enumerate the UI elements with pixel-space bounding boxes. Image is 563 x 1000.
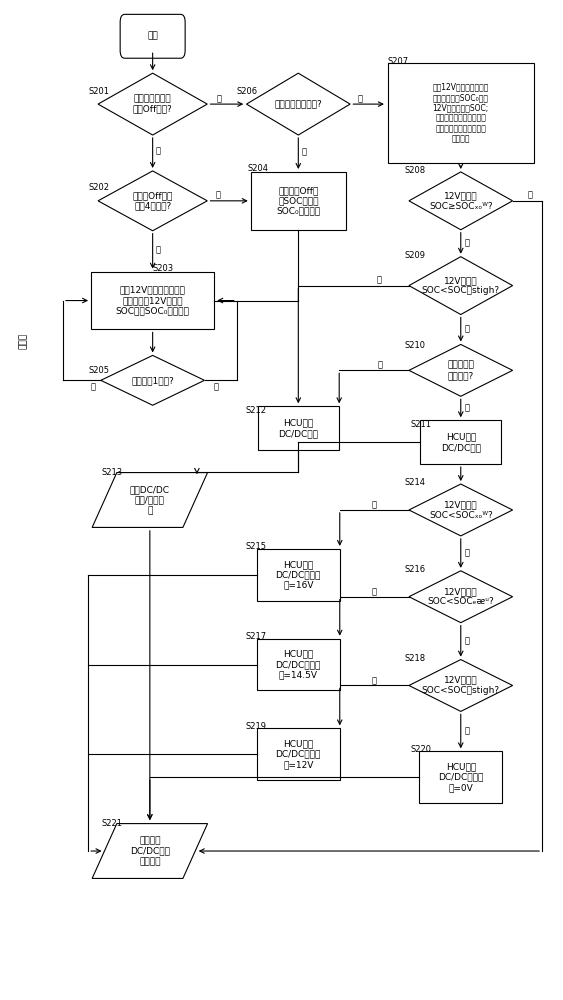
Text: S216: S216 (405, 565, 426, 574)
Text: 否: 否 (464, 636, 469, 645)
FancyBboxPatch shape (258, 406, 339, 450)
FancyBboxPatch shape (91, 272, 215, 329)
Text: 是: 是 (156, 245, 161, 254)
Text: 12V蓄电池
SOC<SOCₑᴂᵘ?: 12V蓄电池 SOC<SOCₑᴂᵘ? (427, 587, 494, 606)
Text: S204: S204 (248, 164, 269, 173)
Text: 是: 是 (358, 95, 363, 104)
Text: 开始: 开始 (148, 32, 158, 41)
Polygon shape (409, 344, 512, 396)
Text: 根据12V蓄电池端电压估
算当前时刻12V蓄电池
SOC作为SOC₀，并储存: 根据12V蓄电池端电压估 算当前时刻12V蓄电池 SOC作为SOC₀，并储存 (116, 286, 190, 315)
Text: 否: 否 (216, 190, 221, 199)
Text: 是: 是 (464, 324, 469, 333)
FancyBboxPatch shape (257, 639, 339, 690)
Text: HCU需求
DC/DC输出电
压=12V: HCU需求 DC/DC输出电 压=12V (276, 739, 321, 769)
Text: 否: 否 (464, 548, 469, 557)
Text: S214: S214 (405, 478, 426, 487)
Text: 否: 否 (217, 95, 222, 104)
Polygon shape (409, 571, 512, 623)
Text: 是: 是 (464, 238, 469, 247)
Text: S203: S203 (153, 264, 174, 273)
Text: S202: S202 (88, 183, 109, 192)
Text: 初始化: 初始化 (19, 332, 28, 349)
Text: S205: S205 (88, 366, 109, 375)
Polygon shape (409, 660, 512, 711)
Polygon shape (98, 171, 207, 231)
Text: S211: S211 (410, 420, 431, 429)
Text: 否: 否 (301, 147, 306, 156)
Text: 是: 是 (378, 360, 383, 369)
Text: 12V蓄电池
SOC<SOC˾stigh?: 12V蓄电池 SOC<SOC˾stigh? (422, 676, 500, 695)
Text: S209: S209 (405, 251, 426, 260)
Text: 是: 是 (371, 587, 376, 596)
Text: 是: 是 (371, 676, 376, 685)
Text: S215: S215 (245, 542, 266, 551)
Polygon shape (101, 355, 204, 405)
Text: 是: 是 (213, 383, 218, 392)
Text: S207: S207 (388, 57, 409, 66)
Text: S206: S206 (236, 87, 258, 96)
Polygon shape (409, 257, 512, 315)
Polygon shape (92, 824, 208, 878)
Text: S201: S201 (88, 87, 109, 96)
FancyBboxPatch shape (420, 420, 502, 464)
Text: 否: 否 (528, 190, 533, 199)
FancyBboxPatch shape (120, 14, 185, 58)
Text: S212: S212 (245, 406, 266, 415)
Text: S213: S213 (101, 468, 122, 477)
Text: S208: S208 (405, 166, 426, 175)
FancyBboxPatch shape (257, 549, 339, 601)
Text: 动力电池为
放电状态?: 动力电池为 放电状态? (448, 361, 474, 380)
Text: 钥匙门Off时间
超过4个小时?: 钥匙门Off时间 超过4个小时? (132, 191, 173, 211)
Text: 整车高压上电完成?: 整车高压上电完成? (274, 100, 322, 109)
Text: S221: S221 (101, 819, 122, 828)
Text: 是: 是 (371, 500, 376, 509)
Text: 根据12V蓄电池端低压直
流母线电流和SOC₀估算
12V蓄电池当前SOC;
根据动力电池端高压直流
母线电流判断动力电池充
放电状态: 根据12V蓄电池端低压直 流母线电流和SOC₀估算 12V蓄电池当前SOC; 根… (432, 83, 489, 144)
Text: HCU需求
DC/DC关闭: HCU需求 DC/DC关闭 (278, 418, 318, 438)
FancyBboxPatch shape (388, 63, 534, 163)
Text: S217: S217 (245, 632, 266, 641)
Text: HCU需求
DC/DC输出电
压=0V: HCU需求 DC/DC输出电 压=0V (438, 762, 484, 792)
Polygon shape (98, 73, 207, 135)
Text: 将钥匙门Off时
刻SOC值作为
SOC₀，并存储: 将钥匙门Off时 刻SOC值作为 SOC₀，并存储 (276, 186, 320, 216)
Text: 输出DC/DC
开启/关闭命
令: 输出DC/DC 开启/关闭命 令 (130, 485, 170, 515)
Text: 否: 否 (464, 404, 469, 413)
Polygon shape (409, 172, 512, 230)
Polygon shape (247, 73, 350, 135)
Text: 12V蓄电池
SOC≥SOCₓₒᵂ?: 12V蓄电池 SOC≥SOCₓₒᵂ? (429, 191, 493, 211)
Text: 12V蓄电池
SOC<SOC˾stigh?: 12V蓄电池 SOC<SOC˾stigh? (422, 276, 500, 295)
FancyBboxPatch shape (251, 172, 346, 230)
Polygon shape (92, 473, 208, 527)
Text: 车辆钥匙门位置
处于Off状态?: 车辆钥匙门位置 处于Off状态? (133, 94, 172, 114)
Text: 否: 否 (464, 727, 469, 736)
Text: 12V蓄电池
SOC<SOCₓₒᵂ?: 12V蓄电池 SOC<SOCₓₒᵂ? (429, 500, 493, 520)
Text: HCU需求
DC/DC输出电
压=14.5V: HCU需求 DC/DC输出电 压=14.5V (276, 650, 321, 679)
Text: 输出需求
DC/DC输出
电压命令: 输出需求 DC/DC输出 电压命令 (130, 836, 170, 866)
Text: 计时超过1小时?: 计时超过1小时? (131, 376, 174, 385)
Text: 是: 是 (156, 146, 161, 155)
Text: 否: 否 (377, 275, 382, 284)
Text: S218: S218 (405, 654, 426, 663)
FancyBboxPatch shape (419, 751, 502, 803)
Text: HCU需求
DC/DC开启: HCU需求 DC/DC开启 (441, 432, 481, 452)
Text: S219: S219 (245, 722, 266, 731)
Polygon shape (409, 484, 512, 536)
Text: 否: 否 (91, 383, 96, 392)
Text: S220: S220 (410, 745, 431, 754)
FancyBboxPatch shape (257, 728, 339, 780)
Text: HCU需求
DC/DC输出电
压=16V: HCU需求 DC/DC输出电 压=16V (276, 560, 321, 590)
Text: S210: S210 (405, 341, 426, 350)
